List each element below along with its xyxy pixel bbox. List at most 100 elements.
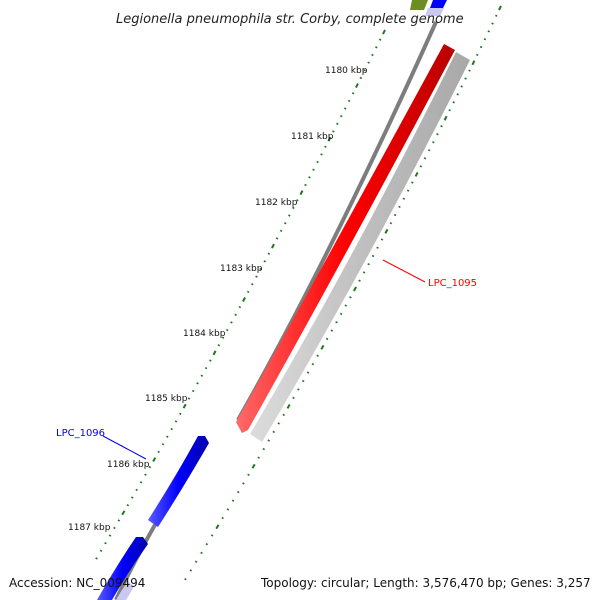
minor-tick (104, 541, 107, 545)
minor-tick (148, 465, 152, 469)
minor-tick (255, 275, 258, 278)
minor-tick (130, 496, 134, 499)
minor-tick (135, 488, 138, 492)
minor-tick (332, 130, 335, 133)
major-tick (212, 350, 217, 356)
minor-tick (221, 516, 224, 520)
minor-tick (436, 133, 439, 136)
major-tick (443, 115, 448, 121)
minor-tick (339, 312, 343, 316)
minor-tick (234, 313, 237, 316)
minor-tick (411, 181, 414, 184)
minor-tick (99, 549, 103, 552)
major-tick (384, 228, 389, 234)
major-tick (353, 286, 357, 292)
minor-tick (312, 168, 315, 171)
minor-tick (320, 153, 323, 156)
minor-tick (367, 263, 370, 266)
minor-tick (204, 366, 208, 370)
minor-tick (236, 490, 240, 494)
minor-tick (325, 337, 329, 341)
minor-tick (371, 53, 374, 57)
minor-tick (340, 115, 343, 118)
minor-tick (367, 61, 370, 64)
minor-tick (200, 374, 204, 377)
minor-tick (423, 157, 427, 160)
minor-tick (95, 557, 98, 560)
minor-tick (126, 503, 130, 507)
minor-tick (170, 427, 173, 431)
minor-tick (277, 422, 280, 425)
minor-tick (267, 439, 271, 442)
minor-tick (230, 321, 233, 324)
minor-tick (259, 267, 262, 271)
minor-tick (205, 542, 209, 546)
minor-tick (297, 388, 300, 391)
blue-feature-fragment-top (430, 0, 447, 8)
minor-tick (275, 237, 279, 240)
minor-tick (267, 252, 271, 255)
map-title: Legionella pneumophila str. Corby, compl… (116, 12, 464, 27)
major-tick (215, 524, 220, 530)
minor-tick (304, 183, 307, 187)
minor-tick (398, 205, 401, 209)
minor-tick (179, 412, 182, 416)
major-tick (382, 29, 386, 35)
minor-tick (491, 22, 494, 25)
accession-label: Accession: NC_009494 (9, 576, 145, 590)
minor-tick (108, 534, 112, 537)
minor-tick (257, 456, 260, 459)
gene-lpc-1095[interactable] (236, 44, 455, 433)
minor-tick (440, 125, 443, 128)
minor-tick (336, 122, 339, 125)
lavender-feature-fragment (425, 8, 444, 16)
minor-tick (359, 76, 363, 80)
gene-label-lpc-1095[interactable]: LPC_1095 (428, 278, 477, 289)
ruler-label: 1184 kbp (183, 329, 226, 339)
major-tick (414, 171, 419, 177)
minor-tick (196, 382, 199, 385)
minor-tick (251, 283, 254, 286)
minor-tick (343, 107, 347, 110)
minor-tick (231, 499, 235, 502)
minor-tick (402, 197, 406, 200)
gene-blue-lower[interactable] (97, 537, 148, 600)
minor-tick (194, 560, 198, 563)
minor-tick (144, 473, 147, 476)
minor-tick (200, 551, 203, 555)
minor-tick (344, 304, 348, 307)
ruler-label: 1181 kbp (291, 132, 334, 142)
gene-lpc-1096[interactable] (148, 436, 209, 527)
minor-tick (378, 38, 382, 41)
minor-tick (316, 160, 319, 164)
topology-label: Topology: circular; Length: 3,576,470 bp… (260, 576, 591, 590)
minor-tick (117, 519, 121, 522)
minor-tick (157, 450, 160, 454)
major-tick (251, 463, 256, 469)
gene-label-lpc-1096[interactable]: LPC_1096 (56, 428, 105, 439)
minor-tick (263, 260, 266, 263)
minor-tick (221, 336, 225, 339)
minor-tick (479, 45, 483, 49)
major-tick (242, 297, 246, 302)
minor-tick (191, 389, 195, 393)
minor-tick (335, 321, 338, 324)
minor-tick (389, 222, 393, 225)
major-tick (121, 510, 126, 516)
major-tick (471, 60, 476, 66)
minor-tick (456, 93, 459, 96)
minor-tick (308, 176, 311, 179)
minor-tick (210, 534, 214, 537)
minor-tick (226, 508, 230, 511)
minor-tick (242, 482, 245, 485)
minor-tick (306, 371, 310, 374)
shadow-feature[interactable] (250, 52, 470, 442)
minor-tick (375, 46, 378, 49)
minor-tick (209, 359, 212, 362)
major-tick (286, 403, 291, 409)
minor-tick (371, 254, 375, 258)
minor-tick (262, 447, 265, 451)
ruler-label: 1182 kbp (255, 198, 298, 208)
minor-tick (349, 296, 352, 299)
minor-tick (246, 290, 250, 294)
